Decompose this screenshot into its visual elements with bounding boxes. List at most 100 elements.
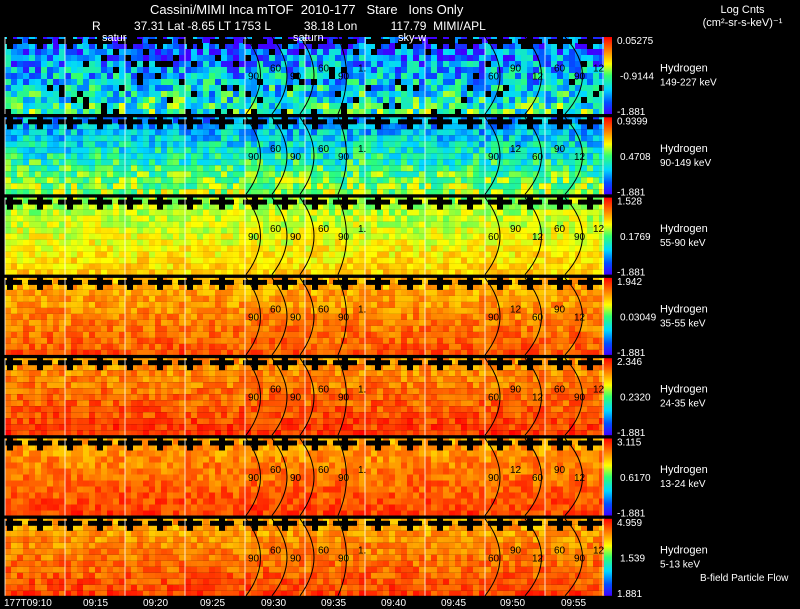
heatmap-cell xyxy=(233,245,239,252)
heatmap-cell xyxy=(353,55,359,61)
heatmap-cell xyxy=(521,189,527,195)
heatmap-cell xyxy=(371,171,377,178)
heatmap-cell xyxy=(365,159,371,166)
heatmap-cell xyxy=(65,103,71,109)
heatmap-cell xyxy=(371,97,377,103)
heatmap-cell xyxy=(257,43,263,49)
heatmap-cell xyxy=(71,283,77,290)
heatmap-cell xyxy=(107,183,113,190)
heatmap-cell xyxy=(575,97,581,103)
heatmap-cell xyxy=(89,147,95,154)
heatmap-cell xyxy=(203,109,209,114)
heatmap-cell xyxy=(35,209,41,216)
heatmap-cell xyxy=(467,61,473,67)
heatmap-cell xyxy=(377,319,383,326)
heatmap-cell xyxy=(251,227,257,234)
heatmap-cell xyxy=(89,221,95,228)
data-gap-markers xyxy=(0,35,602,49)
heatmap-cell xyxy=(23,135,29,142)
heatmap-cell xyxy=(245,153,251,160)
heatmap-cell xyxy=(347,85,353,91)
heatmap-cell xyxy=(449,79,455,85)
heatmap-cell xyxy=(179,301,185,308)
heatmap-cell xyxy=(269,319,275,326)
heatmap-cell xyxy=(275,153,281,160)
heatmap-cell xyxy=(287,141,293,148)
heatmap-cell xyxy=(317,221,323,228)
heatmap-cell xyxy=(341,129,347,136)
heatmap-cell xyxy=(221,189,227,195)
heatmap-cell xyxy=(359,239,365,246)
heatmap-cell xyxy=(5,67,11,73)
heatmap-cell xyxy=(137,123,143,130)
heatmap-cell xyxy=(509,153,515,160)
contour-label: 90 xyxy=(338,72,350,83)
heatmap-cell xyxy=(233,73,239,79)
heatmap-cell xyxy=(269,227,275,234)
heatmap-cell xyxy=(149,257,155,264)
heatmap-cell xyxy=(455,171,461,178)
contour-label: 90 xyxy=(290,232,302,243)
heatmap-cell xyxy=(5,171,11,178)
heatmap-cell xyxy=(317,203,323,210)
heatmap-cell xyxy=(389,203,395,210)
heatmap-cell xyxy=(35,307,41,314)
heatmap-cell xyxy=(359,37,365,43)
heatmap-cell xyxy=(467,233,473,240)
heatmap-cell xyxy=(431,227,437,234)
heatmap-cell xyxy=(431,295,437,302)
heatmap-cell xyxy=(395,141,401,148)
heatmap-cell xyxy=(41,295,47,302)
heatmap-cell xyxy=(17,61,23,67)
heatmap-cell xyxy=(593,301,599,308)
heatmap-cell xyxy=(449,97,455,103)
heatmap-cell xyxy=(389,135,395,142)
heatmap-cell xyxy=(59,283,65,290)
heatmap-cell xyxy=(143,37,149,43)
heatmap-cell xyxy=(209,313,215,320)
heatmap-cell xyxy=(311,103,317,109)
heatmap-cell xyxy=(47,295,53,302)
heatmap-cell xyxy=(473,189,479,195)
heatmap-cell xyxy=(65,239,71,246)
heatmap-cell xyxy=(401,319,407,326)
heatmap-cell xyxy=(29,177,35,184)
heatmap-cell xyxy=(53,245,59,252)
heatmap-cell xyxy=(83,221,89,228)
heatmap-cell xyxy=(101,153,107,160)
heatmap-cell xyxy=(437,67,443,73)
heatmap-cell xyxy=(389,263,395,270)
heatmap-cell xyxy=(467,147,473,154)
heatmap-cell xyxy=(227,147,233,154)
heatmap-cell xyxy=(353,221,359,228)
heatmap-cell xyxy=(149,103,155,109)
heatmap-cell xyxy=(197,289,203,296)
heatmap-cell xyxy=(53,37,59,43)
heatmap-cell xyxy=(497,221,503,228)
heatmap-cell xyxy=(539,141,545,148)
heatmap-cell xyxy=(77,239,83,246)
heatmap-cell xyxy=(281,85,287,91)
heatmap-cell xyxy=(113,117,119,124)
heatmap-cell xyxy=(317,85,323,91)
heatmap-cell xyxy=(527,153,533,160)
heatmap-cell xyxy=(515,61,521,67)
heatmap-cell xyxy=(77,43,83,49)
heatmap-cell xyxy=(101,221,107,228)
heatmap-cell xyxy=(425,109,431,114)
heatmap-cell xyxy=(161,233,167,240)
heatmap-cell xyxy=(269,97,275,103)
heatmap-cell xyxy=(557,67,563,73)
heatmap-cell xyxy=(29,221,35,228)
heatmap-cell xyxy=(155,269,161,275)
heatmap-cell xyxy=(335,73,341,79)
heatmap-cell xyxy=(23,79,29,85)
heatmap-cell xyxy=(257,135,263,142)
heatmap-cell xyxy=(329,295,335,302)
heatmap-cell xyxy=(467,263,473,270)
heatmap-cell xyxy=(173,289,179,296)
heatmap-cell xyxy=(587,215,593,222)
heatmap-cell xyxy=(527,269,533,275)
heatmap-cell xyxy=(281,61,287,67)
heatmap-cell xyxy=(131,251,137,258)
